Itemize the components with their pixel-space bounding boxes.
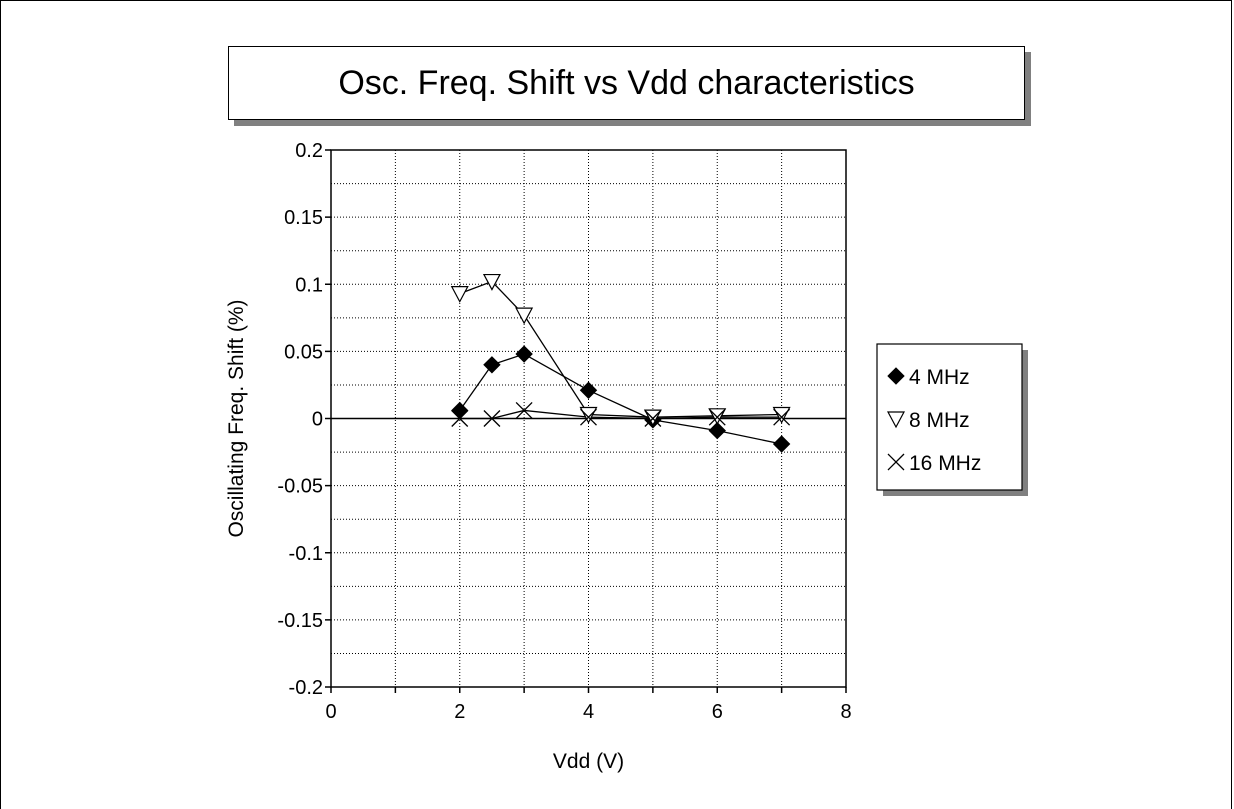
y-tick-label: 0.15 bbox=[284, 207, 323, 229]
data-point-4-mhz bbox=[483, 356, 501, 374]
x-tick-label: 4 bbox=[583, 701, 594, 723]
data-point-4-mhz bbox=[772, 435, 791, 453]
data-point-8-mhz bbox=[579, 406, 598, 424]
x-tick-label: 2 bbox=[454, 701, 465, 723]
data-point-16-mhz bbox=[451, 410, 469, 427]
data-point-16-mhz bbox=[580, 408, 597, 426]
y-tick-label: 0.05 bbox=[284, 341, 323, 363]
legend-marker-4-mhz bbox=[887, 367, 905, 385]
x-marker-stroke bbox=[773, 408, 791, 426]
y-tick-label: 0 bbox=[312, 409, 323, 431]
x-marker-stroke bbox=[451, 410, 469, 427]
x-tick-label: 6 bbox=[712, 701, 723, 723]
legend-label-8-mhz: 8 MHz bbox=[909, 409, 970, 432]
data-point-16-mhz bbox=[515, 401, 533, 419]
y-tick-label: -0.15 bbox=[277, 610, 323, 632]
chart-title: Osc. Freq. Shift vs Vdd characteristics bbox=[338, 63, 915, 102]
x-marker-stroke bbox=[515, 401, 533, 419]
data-point-4-mhz bbox=[579, 381, 598, 400]
data-point-8-mhz bbox=[450, 286, 469, 303]
data-point-16-mhz bbox=[644, 410, 662, 427]
data-point-16-mhz bbox=[773, 408, 791, 426]
data-point-16-mhz bbox=[483, 410, 501, 427]
y-tick-label: -0.05 bbox=[277, 476, 323, 498]
data-point-16-mhz bbox=[708, 408, 726, 426]
y-tick-label: 0.2 bbox=[295, 140, 323, 162]
x-marker-stroke bbox=[644, 410, 662, 427]
x-marker-stroke bbox=[580, 408, 597, 426]
y-tick-label: -0.1 bbox=[289, 543, 323, 565]
x-marker-stroke bbox=[483, 410, 501, 427]
legend-marker-16-mhz bbox=[887, 453, 905, 471]
x-tick-label: 0 bbox=[325, 701, 336, 723]
y-tick-label: 0.1 bbox=[295, 274, 323, 296]
y-axis-label: Oscillating Freq. Shift (%) bbox=[225, 299, 248, 537]
data-point-8-mhz bbox=[482, 273, 501, 291]
legend-label-4-mhz: 4 MHz bbox=[909, 366, 970, 389]
data-point-8-mhz bbox=[772, 406, 791, 424]
data-point-8-mhz bbox=[515, 307, 534, 325]
x-marker-stroke bbox=[887, 453, 905, 471]
x-tick-label: 8 bbox=[840, 701, 851, 723]
data-point-4-mhz bbox=[515, 345, 533, 363]
chart-title-box: Osc. Freq. Shift vs Vdd characteristics bbox=[228, 46, 1025, 120]
data-point-4-mhz bbox=[708, 421, 726, 440]
legend-marker-8-mhz bbox=[887, 411, 905, 429]
y-tick-label: -0.2 bbox=[289, 677, 323, 699]
legend-label-16-mhz: 16 MHz bbox=[909, 452, 981, 475]
x-marker-stroke bbox=[708, 408, 726, 426]
x-axis-label: Vdd (V) bbox=[553, 750, 624, 773]
